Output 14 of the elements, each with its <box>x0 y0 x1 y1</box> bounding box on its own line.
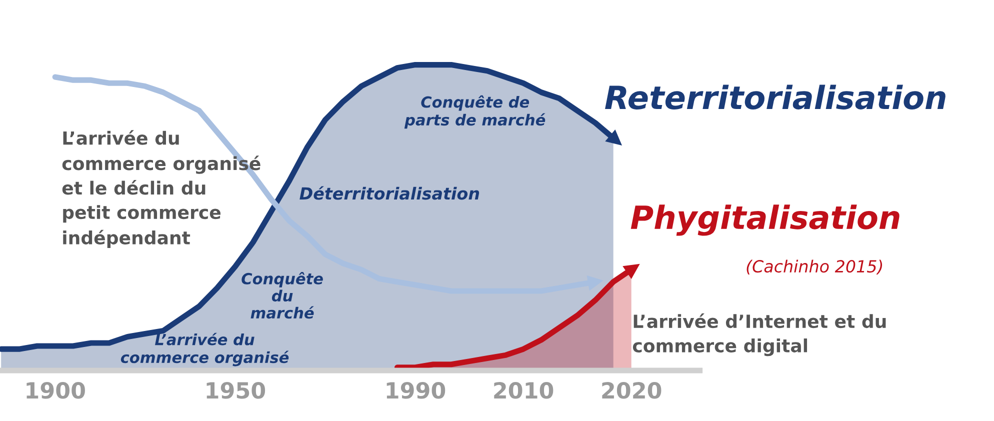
annotation: Reterritorialisation <box>605 84 946 110</box>
annotation: L’arrivée du commerce organisé et le déclin du petit commerce indépendant <box>62 130 260 248</box>
x-tick-label: 2010 <box>494 382 554 399</box>
annotation: Conquête de parts de marché <box>404 95 546 129</box>
annotation: Phygitalisation <box>630 204 900 236</box>
x-tick-label: 1950 <box>206 382 266 399</box>
x-tick-label: 1990 <box>386 382 446 399</box>
annotation: Conquête du marché <box>242 272 323 319</box>
annotation: Déterritorialisation <box>300 186 480 200</box>
x-tick-label: 1900 <box>26 382 85 399</box>
annotation: L’arrivée d’Internet et du commerce digital <box>632 313 886 356</box>
text: (Cachinho 2015) <box>746 260 882 275</box>
annotation: L’arrivée du commerce organisé <box>120 332 289 366</box>
x-tick-label: 2020 <box>602 382 662 399</box>
